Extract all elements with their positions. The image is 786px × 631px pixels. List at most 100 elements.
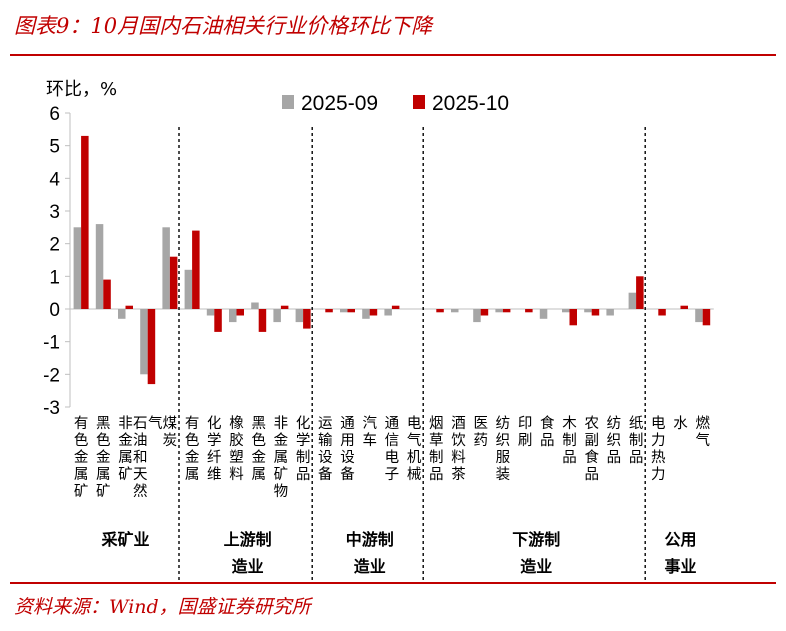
svg-text:造业: 造业: [354, 557, 386, 576]
svg-text:织: 织: [496, 432, 511, 449]
svg-text:上游制: 上游制: [224, 530, 272, 549]
svg-text:纺: 纺: [607, 415, 622, 432]
svg-text:输: 输: [318, 432, 333, 449]
bar-2025-10-纸制品: [636, 276, 644, 309]
bar-2025-09-有色金属矿: [73, 227, 82, 309]
svg-text:然: 然: [133, 483, 148, 500]
svg-text:炭: 炭: [163, 432, 178, 449]
svg-text:有: 有: [185, 415, 200, 432]
bar-2025-10-燃气: [702, 309, 711, 326]
bar-2025-09-黑色金属: [251, 302, 259, 309]
svg-text:木: 木: [562, 415, 577, 432]
svg-text:塑: 塑: [229, 449, 244, 466]
bar-2025-09-非金属矿物: [273, 309, 281, 323]
bar-2025-10-石油和天然气: [147, 309, 156, 385]
svg-text:下游制: 下游制: [512, 530, 560, 549]
svg-text:事业: 事业: [664, 557, 696, 576]
svg-text:服: 服: [496, 450, 511, 466]
svg-text:金: 金: [274, 432, 289, 449]
svg-text:学: 学: [207, 432, 222, 449]
category-label: 通用设备通用设备: [340, 415, 355, 483]
svg-text:化: 化: [296, 415, 311, 432]
svg-text:橡: 橡: [229, 415, 244, 432]
svg-text:制: 制: [562, 432, 577, 449]
svg-text:金: 金: [185, 449, 200, 466]
category-label: 水水: [673, 415, 688, 432]
category-label: 烟草制品烟草制品: [429, 415, 444, 483]
svg-text:饮: 饮: [451, 432, 466, 449]
svg-text:属: 属: [274, 450, 289, 466]
bar-2025-09-纸制品: [628, 292, 637, 309]
y-axis-unit-label: 环比，%: [46, 79, 118, 100]
svg-text:力: 力: [651, 432, 666, 449]
svg-text:织: 织: [607, 432, 622, 449]
bar-2025-09-农副食品: [584, 309, 592, 313]
svg-text:车: 车: [362, 432, 377, 449]
category-label: 农副食品农副食品: [584, 415, 599, 483]
bar-2025-10-有色金属矿: [81, 135, 89, 309]
group-label: 下游制造业下游制造业: [512, 530, 560, 576]
svg-text:学: 学: [296, 432, 311, 449]
bar-2025-10-汽车: [369, 309, 378, 316]
y-tick-label: 4: [49, 169, 60, 190]
svg-text:刷: 刷: [518, 432, 533, 449]
svg-text:品: 品: [540, 432, 555, 449]
bar-2025-09-通用设备: [340, 309, 348, 313]
svg-text:草: 草: [429, 432, 444, 449]
bar-2025-10-橡胶塑料: [236, 309, 244, 316]
legend-label-2025-09: 2025-09: [301, 92, 378, 115]
bar-2025-09-化学纤维: [206, 309, 215, 316]
svg-text:制: 制: [629, 432, 644, 449]
category-label: 非金属矿非金属矿: [118, 415, 133, 483]
category-label: 纺织服装纺织服装: [496, 415, 511, 483]
svg-text:石: 石: [133, 416, 148, 432]
svg-text:造业: 造业: [232, 557, 264, 576]
bar-2025-09-通信电子: [384, 309, 392, 316]
legend-swatch-2025-10: [413, 95, 425, 109]
svg-text:物: 物: [274, 483, 289, 500]
svg-text:气: 气: [695, 432, 710, 449]
svg-text:属: 属: [185, 467, 200, 483]
category-label: 运输设备运输设备: [318, 415, 333, 483]
svg-text:备: 备: [340, 466, 355, 483]
svg-text:属: 属: [96, 467, 111, 483]
svg-text:纸: 纸: [629, 415, 644, 432]
svg-text:品: 品: [607, 449, 622, 466]
bar-2025-09-煤炭: [162, 227, 170, 309]
bar-2025-10-化学制品: [303, 309, 311, 329]
category-label: 石油和天然气石油和天然气: [133, 415, 163, 500]
svg-text:医: 医: [473, 416, 488, 432]
svg-text:色: 色: [185, 432, 200, 449]
y-tick-label: 0: [49, 300, 60, 321]
category-label: 黑色金属矿黑色金属矿: [96, 416, 111, 500]
svg-text:色: 色: [96, 432, 111, 449]
y-tick-label: 2: [49, 235, 60, 256]
bar-2025-10-煤炭: [169, 256, 178, 309]
bar-2025-10-有色金属: [192, 230, 200, 309]
bar-2025-10-农副食品: [591, 309, 600, 316]
svg-text:属: 属: [74, 467, 89, 483]
y-tick-label: 6: [49, 104, 60, 125]
category-label: 化学纤维化学纤维: [207, 415, 222, 483]
svg-text:气: 气: [407, 432, 422, 449]
category-label: 医药医药: [473, 416, 488, 449]
category-label: 煤炭 煤炭: [163, 415, 178, 449]
bar-2025-10-水: [680, 305, 688, 309]
svg-text:金: 金: [251, 449, 266, 466]
svg-text:电: 电: [385, 449, 400, 466]
source-rule: [10, 582, 776, 584]
svg-text:通: 通: [340, 415, 355, 432]
svg-text:品: 品: [429, 466, 444, 483]
svg-text:色: 色: [74, 432, 89, 449]
svg-text:茶: 茶: [451, 466, 466, 483]
svg-text:维: 维: [207, 466, 222, 483]
svg-text:水: 水: [673, 415, 688, 432]
bar-2025-10-纺织服装: [502, 309, 511, 313]
category-label: 纸制品纸制品: [629, 415, 644, 466]
bar-2025-10-通用设备: [347, 309, 355, 313]
bar-2025-10-木制品: [569, 309, 577, 326]
svg-text:制: 制: [296, 449, 311, 466]
svg-text:胶: 胶: [229, 432, 244, 449]
svg-text:力: 力: [651, 466, 666, 483]
